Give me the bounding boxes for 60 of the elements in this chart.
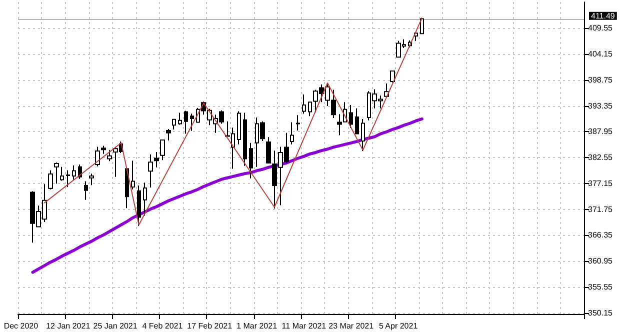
x-tick-label: 1 Mar 2021 [236,322,278,330]
candlestick [190,113,194,132]
x-tick-label: Dec 2020 [4,322,39,330]
candlestick [237,110,241,145]
y-tick-label: 377.15 [588,178,614,188]
y-tick-label: 398.75 [588,75,614,84]
candlestick [302,94,306,114]
candlestick [101,145,106,154]
candlestick [84,180,88,200]
x-tick-label: 23 Mar 2021 [328,322,374,330]
candlestick [361,118,365,152]
candlestick [143,182,147,216]
candlestick [137,185,141,226]
candlestick [355,108,359,134]
x-tick-label: 12 Jan 2021 [46,322,91,330]
candlestick [154,152,159,168]
candlestick [349,104,353,129]
line-series [31,117,424,274]
y-tick-label: 393.35 [588,101,614,110]
candlestick [78,164,82,180]
candlestick [66,170,70,188]
candlestick [243,112,247,166]
candlestick [60,166,64,182]
y-tick-label: 404.15 [588,50,614,58]
x-tick-label: 4 Feb 2021 [142,322,184,330]
ref-line-label: 411.49 [591,11,616,20]
candlestick [107,150,112,162]
x-tick-label: 25 Jan 2021 [93,322,138,330]
x-tick-label: 5 Apr 2021 [378,322,418,330]
candlestick [125,168,129,209]
candlestick [48,170,53,190]
candlestick [390,70,395,84]
y-tick-label: 355.55 [588,282,614,292]
candlestick [131,160,135,190]
y-tick-label: 382.55 [588,153,614,162]
candlestick [249,142,253,179]
candlestick [172,118,176,130]
y-tick-label: 366.35 [588,230,614,240]
candlestick [290,122,294,145]
candlestick [95,146,100,167]
candlestick [178,112,182,126]
y-tick-label: 350.15 [588,308,614,318]
candlestick [266,136,271,164]
candlestick [420,18,424,35]
x-tick-label: 17 Feb 2021 [187,322,233,330]
candlestick [148,154,153,188]
candlestick [166,128,171,142]
y-tick-label: 371.75 [588,204,614,214]
candlestick [308,101,312,117]
line-series [44,18,422,226]
y-tick-label: 387.95 [588,127,614,136]
y-tick-label: 360.95 [588,256,614,266]
y-tick-label: 409.55 [588,24,614,33]
candlestick [184,110,188,134]
candlestick [296,114,300,131]
candlestick [89,173,94,186]
x-tick-label: 11 Mar 2021 [282,322,327,330]
candlestick [160,140,165,161]
candlestick [54,162,59,184]
candlestick [72,164,76,180]
